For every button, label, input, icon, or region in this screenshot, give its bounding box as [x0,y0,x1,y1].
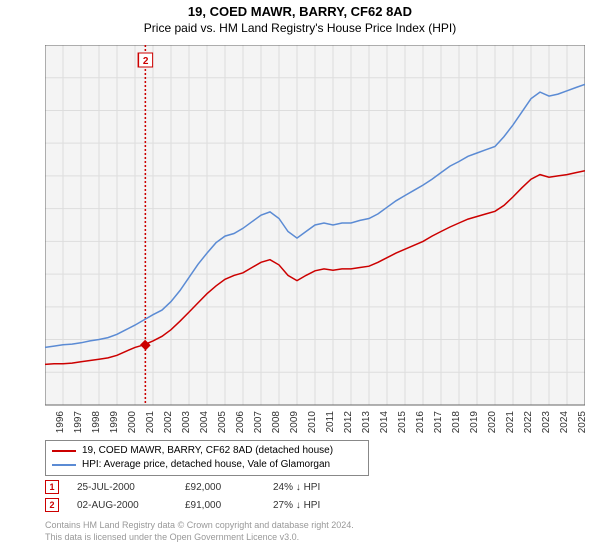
svg-text:2020: 2020 [487,411,498,434]
event-list: 1 25-JUL-2000 £92,000 24% ↓ HPI 2 02-AUG… [45,480,585,516]
legend-label: HPI: Average price, detached house, Vale… [82,458,330,472]
chart-plot-area: £0£50K£100K£150K£200K£250K£300K£350K£400… [45,45,585,405]
svg-text:2016: 2016 [415,411,426,434]
svg-text:2018: 2018 [451,411,462,434]
event-marker-icon: 1 [45,480,59,494]
event-date: 02-AUG-2000 [77,500,167,511]
svg-text:2022: 2022 [523,411,534,434]
svg-text:2009: 2009 [289,411,300,434]
svg-text:2002: 2002 [163,411,174,434]
svg-text:2010: 2010 [307,411,318,434]
legend-swatch [52,450,76,452]
event-diff: 27% ↓ HPI [273,500,353,511]
svg-text:2014: 2014 [379,411,390,434]
svg-text:1996: 1996 [55,411,66,434]
svg-text:1999: 1999 [109,411,120,434]
chart-subtitle: Price paid vs. HM Land Registry's House … [0,21,600,35]
legend: 19, COED MAWR, BARRY, CF62 8AD (detached… [45,440,369,476]
svg-text:2: 2 [143,56,149,67]
event-diff: 24% ↓ HPI [273,482,353,493]
legend-swatch [52,464,76,466]
svg-text:2012: 2012 [343,411,354,434]
svg-text:2021: 2021 [505,411,516,434]
event-row: 1 25-JUL-2000 £92,000 24% ↓ HPI [45,480,585,494]
chart-title: 19, COED MAWR, BARRY, CF62 8AD [0,0,600,21]
svg-text:2024: 2024 [559,411,570,434]
svg-text:2008: 2008 [271,411,282,434]
svg-text:2007: 2007 [253,411,264,434]
svg-text:1995: 1995 [45,411,48,434]
svg-text:2006: 2006 [235,411,246,434]
legend-item: HPI: Average price, detached house, Vale… [52,458,362,472]
event-row: 2 02-AUG-2000 £91,000 27% ↓ HPI [45,498,585,512]
svg-text:2023: 2023 [541,411,552,434]
svg-text:2003: 2003 [181,411,192,434]
event-price: £92,000 [185,482,255,493]
svg-text:2005: 2005 [217,411,228,434]
svg-text:2011: 2011 [325,411,336,433]
svg-text:2017: 2017 [433,411,444,434]
svg-text:2001: 2001 [145,411,156,434]
license-line: Contains HM Land Registry data © Crown c… [45,520,354,532]
svg-text:2015: 2015 [397,411,408,434]
license-line: This data is licensed under the Open Gov… [45,532,354,544]
legend-item: 19, COED MAWR, BARRY, CF62 8AD (detached… [52,444,362,458]
svg-text:2013: 2013 [361,411,372,434]
svg-text:2019: 2019 [469,411,480,434]
svg-text:1998: 1998 [91,411,102,434]
event-date: 25-JUL-2000 [77,482,167,493]
event-marker-icon: 2 [45,498,59,512]
event-price: £91,000 [185,500,255,511]
svg-text:2004: 2004 [199,411,210,434]
svg-text:2025: 2025 [577,411,585,434]
svg-text:2000: 2000 [127,411,138,434]
legend-label: 19, COED MAWR, BARRY, CF62 8AD (detached… [82,444,333,458]
license-text: Contains HM Land Registry data © Crown c… [45,520,354,543]
svg-text:1997: 1997 [73,411,84,434]
